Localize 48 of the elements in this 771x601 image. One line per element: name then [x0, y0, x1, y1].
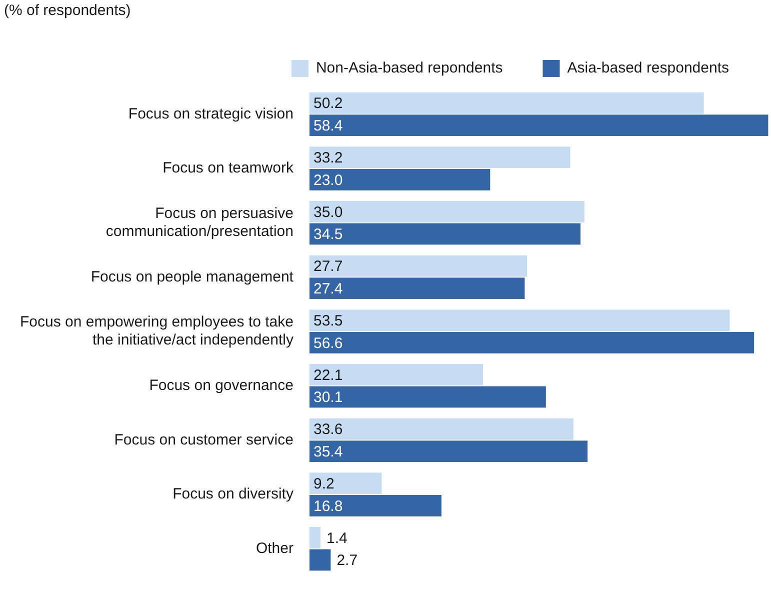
bar	[309, 472, 382, 494]
text: (% of respondents)	[4, 2, 131, 20]
bar	[309, 364, 484, 386]
data-label: 30.1	[313, 389, 343, 406]
bar	[309, 146, 570, 168]
data-label: 23.0	[313, 172, 343, 189]
data-label: 2.7	[336, 552, 358, 570]
bar	[309, 201, 584, 222]
data-label: 33.6	[313, 421, 343, 438]
data-label: 35.0	[313, 204, 343, 221]
bar	[309, 527, 320, 548]
bar	[309, 168, 490, 190]
legend-label: Asia-based respondents	[567, 60, 730, 77]
data-label: 58.4	[313, 117, 343, 134]
y-tick-label: Focus on persuasive communication/presentation	[106, 204, 294, 240]
bar	[309, 440, 588, 462]
data-label: 22.1	[313, 366, 343, 384]
bar	[309, 255, 528, 277]
data-label: 50.2	[313, 95, 343, 112]
data-label: 56.6	[313, 334, 343, 352]
bar	[309, 114, 768, 136]
bar	[309, 310, 730, 332]
data-label: 35.4	[313, 443, 343, 460]
bar	[309, 223, 580, 245]
y-tick-label: Focus on customer service	[114, 431, 294, 448]
data-label: 27.4	[313, 280, 343, 298]
data-label: 9.2	[313, 476, 334, 492]
data-label: 16.8	[313, 498, 343, 515]
bar	[309, 92, 704, 114]
y-tick-label: Focus on diversity	[172, 486, 294, 503]
data-label: 1.4	[326, 530, 348, 547]
data-label: 33.2	[313, 150, 343, 166]
legend-label: Non-Asia-based repondents	[316, 60, 503, 77]
y-tick-label: Focus on strategic vision	[128, 105, 294, 122]
bar	[309, 418, 574, 440]
bar	[309, 332, 754, 354]
y-tick-label: Other	[256, 540, 294, 557]
data-label: 53.5	[313, 312, 343, 330]
bar	[309, 494, 442, 516]
bar	[309, 549, 331, 571]
bar	[309, 386, 546, 408]
y-tick-label: Focus on teamwork	[162, 160, 294, 177]
y-tick-label: Focus on empowering employees to take the initiative/act independently	[20, 314, 294, 349]
data-label: 34.5	[313, 226, 343, 244]
y-tick-label: Focus on people management	[90, 268, 294, 286]
y-tick-label: Focus on governance	[149, 376, 294, 394]
data-label: 27.7	[313, 258, 343, 276]
bar	[309, 278, 525, 299]
